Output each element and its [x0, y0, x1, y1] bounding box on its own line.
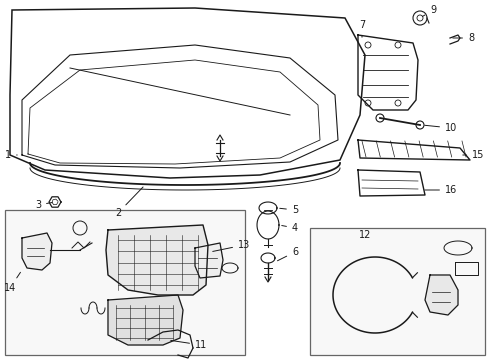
- Text: 7: 7: [359, 20, 365, 37]
- Text: 9: 9: [422, 5, 436, 17]
- Text: 11: 11: [171, 340, 207, 350]
- Bar: [310, 228, 485, 355]
- Text: 12: 12: [359, 230, 371, 240]
- Text: 8: 8: [453, 33, 474, 43]
- Polygon shape: [22, 233, 52, 270]
- Text: 6: 6: [277, 247, 298, 261]
- Polygon shape: [108, 295, 183, 345]
- Text: 13: 13: [213, 240, 250, 251]
- Text: 14: 14: [4, 272, 21, 293]
- Text: 1: 1: [5, 150, 17, 160]
- Text: 10: 10: [425, 123, 457, 133]
- Polygon shape: [106, 225, 208, 295]
- Text: 4: 4: [282, 223, 298, 233]
- Text: 3: 3: [35, 200, 52, 210]
- Polygon shape: [425, 275, 458, 315]
- Text: 2: 2: [115, 187, 143, 218]
- Text: 5: 5: [280, 205, 298, 215]
- Text: 16: 16: [425, 185, 457, 195]
- Text: 15: 15: [463, 150, 485, 160]
- Polygon shape: [195, 243, 223, 278]
- Bar: [5, 210, 245, 355]
